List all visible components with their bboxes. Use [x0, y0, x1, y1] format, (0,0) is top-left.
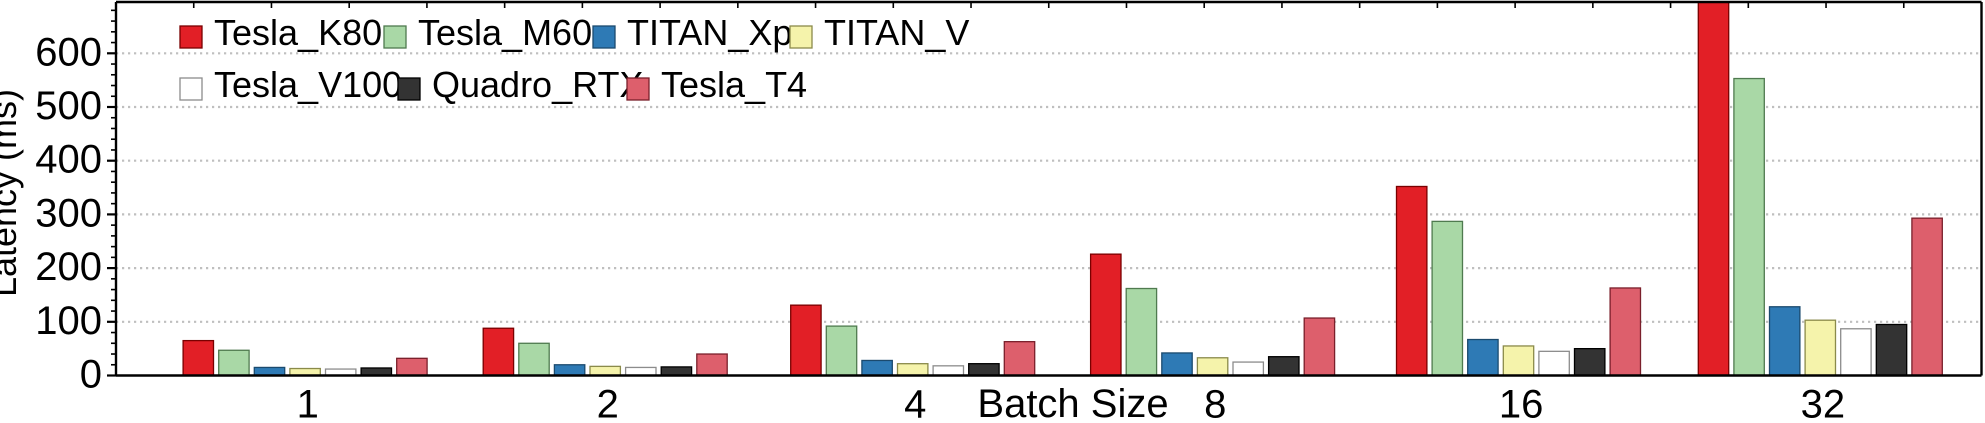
svg-text:4: 4	[904, 383, 926, 423]
svg-text:500: 500	[35, 84, 102, 128]
svg-text:1: 1	[297, 383, 319, 423]
svg-text:2: 2	[597, 383, 619, 423]
svg-text:Quadro_RTX: Quadro_RTX	[432, 64, 643, 105]
svg-text:Tesla_M60: Tesla_M60	[418, 12, 592, 53]
svg-text:16: 16	[1499, 383, 1544, 423]
svg-text:Tesla_T4: Tesla_T4	[661, 64, 807, 105]
svg-text:8: 8	[1204, 383, 1226, 423]
svg-text:TITAN_V: TITAN_V	[824, 12, 969, 53]
svg-text:TITAN_Xp: TITAN_Xp	[627, 12, 792, 53]
svg-text:400: 400	[35, 138, 102, 182]
svg-text:Tesla_K80: Tesla_K80	[214, 12, 382, 53]
svg-text:Latency (ms): Latency (ms)	[0, 89, 24, 297]
svg-text:300: 300	[35, 191, 102, 235]
svg-text:Batch Size: Batch Size	[977, 382, 1168, 423]
svg-text:0: 0	[80, 353, 102, 397]
svg-text:32: 32	[1801, 383, 1846, 423]
svg-text:600: 600	[35, 30, 102, 74]
svg-text:200: 200	[35, 245, 102, 289]
svg-text:100: 100	[35, 299, 102, 343]
svg-text:Tesla_V100: Tesla_V100	[214, 64, 402, 105]
